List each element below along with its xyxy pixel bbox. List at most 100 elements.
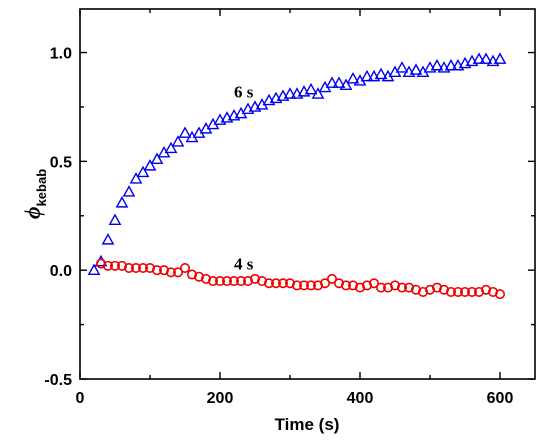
data-point-circle [103,260,114,271]
data-point-triangle [136,165,150,178]
data-point-triangle [164,141,178,154]
data-marks [87,52,507,300]
x-tick-label: 0 [76,390,85,407]
data-point-circle [110,260,121,271]
data-point-circle [187,269,198,280]
data-point-triangle [122,185,136,197]
data-point-circle [494,289,505,300]
data-point-circle [236,276,247,287]
series-annotation: 4 s [234,255,254,274]
data-point-circle [396,282,407,293]
data-point-triangle [87,263,101,276]
data-point-circle [131,262,142,273]
data-point-circle [410,284,421,295]
y-tick-label: 0.5 [50,154,72,171]
data-point-circle [208,276,219,287]
data-point-triangle [332,76,346,88]
data-point-circle [347,280,358,291]
data-point-triangle [346,72,360,84]
data-point-circle [333,278,344,289]
data-point-circle [424,284,435,295]
data-point-triangle [472,52,486,64]
data-point-circle [159,265,170,276]
data-point-circle [284,278,295,289]
y-tick-label: 1.0 [50,46,72,63]
data-point-circle [382,282,393,293]
data-point-circle [201,273,212,284]
data-point-circle [417,286,428,297]
axis-tick-labels: 0 200 400 600 -0.5 0.0 0.5 1.0 [44,46,513,407]
data-point-circle [145,262,156,273]
x-axis-title: Time (s) [275,415,340,434]
data-point-triangle [129,172,143,184]
data-point-triangle [115,196,129,208]
data-point-triangle [178,126,192,138]
data-point-circle [340,280,351,291]
y-axis-title: ϕkebab [20,169,49,219]
data-point-triangle [444,58,458,71]
data-point-circle [270,278,281,289]
data-point-circle [138,262,149,273]
x-tick-label: 600 [487,390,514,407]
data-point-circle [361,280,372,291]
data-point-triangle [493,52,507,64]
x-tick-label: 400 [347,390,374,407]
data-point-triangle [374,67,388,80]
data-point-triangle [101,233,115,245]
y-axis-title-symbol: ϕ [20,206,45,219]
data-point-triangle [311,87,325,99]
data-point-circle [326,273,337,284]
data-point-circle [250,273,261,284]
data-point-circle [459,286,470,297]
annotations: 6 s 4 s [234,83,254,274]
data-point-circle [431,282,442,293]
axis-ticks [79,9,535,380]
data-point-triangle [360,69,374,82]
data-point-circle [124,262,135,273]
y-axis-title-subscript: kebab [34,169,49,207]
plot-frame [79,8,536,380]
data-point-circle [173,267,184,278]
data-point-circle [487,286,498,297]
data-point-triangle [395,61,409,73]
data-point-circle [389,280,400,291]
data-point-circle [222,276,233,287]
data-point-circle [117,260,128,271]
data-point-circle [480,284,491,295]
data-point-triangle [430,58,444,71]
data-point-circle [354,282,365,293]
data-point-circle [256,276,267,287]
data-point-circle [152,265,163,276]
data-point-circle [319,278,330,289]
y-tick-label: 0.0 [50,263,72,280]
data-point-triangle [283,87,297,99]
data-point-circle [291,280,302,291]
data-point-circle [180,262,191,273]
data-point-triangle [150,152,164,165]
data-point-triangle [143,159,157,171]
data-point-triangle [304,82,318,95]
data-point-circle [229,276,240,287]
data-point-triangle [479,52,493,64]
data-point-circle [243,276,254,287]
data-point-circle [403,282,414,293]
series-annotation: 6 s [234,83,254,102]
data-point-circle [305,280,316,291]
data-point-circle [368,278,379,289]
data-point-triangle [409,63,423,75]
data-point-triangle [171,135,185,147]
data-point-circle [166,267,177,278]
data-point-circle [375,282,386,293]
x-tick-label: 200 [207,390,234,407]
data-point-triangle [108,213,122,225]
y-tick-label: -0.5 [44,372,72,389]
data-point-circle [438,284,449,295]
data-point-circle [194,271,205,282]
data-point-circle [452,286,463,297]
data-point-circle [215,276,226,287]
data-point-triangle [325,76,339,88]
data-point-circle [312,280,323,291]
data-point-circle [263,278,274,289]
data-point-circle [96,258,107,269]
